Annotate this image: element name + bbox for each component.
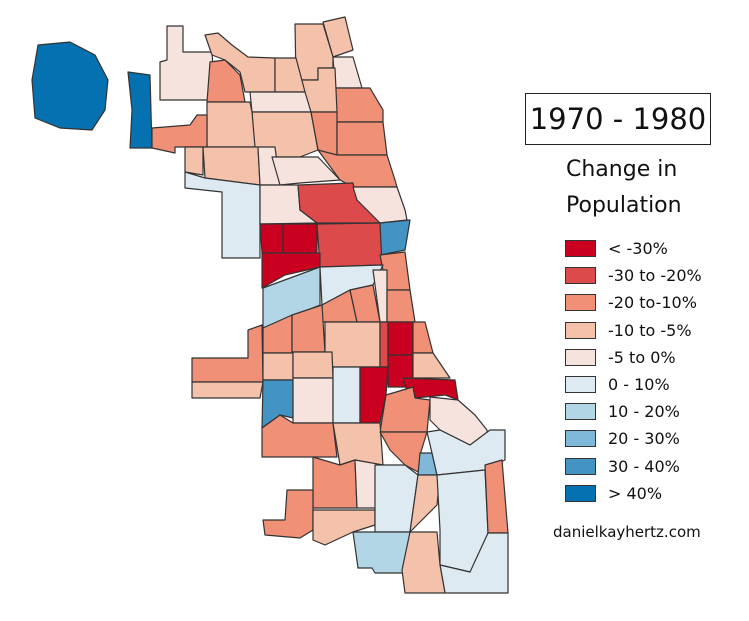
legend-item: 20 - 30% xyxy=(565,425,702,452)
community-area xyxy=(261,379,294,429)
community-area xyxy=(262,489,314,539)
legend-label: -20 to-10% xyxy=(608,293,697,313)
community-area xyxy=(206,59,246,103)
community-area xyxy=(292,377,334,424)
community-area xyxy=(261,252,321,289)
community-area xyxy=(312,456,358,509)
legend-item: -5 to 0% xyxy=(565,344,702,371)
community-area xyxy=(426,429,506,476)
community-area xyxy=(184,171,261,259)
legend-label: > 40% xyxy=(608,483,663,503)
legend-swatch xyxy=(565,267,596,285)
legend-label: -5 to 0% xyxy=(608,347,676,367)
legend-swatch xyxy=(565,294,596,312)
legend-item: -10 to -5% xyxy=(565,317,702,344)
community-area xyxy=(379,219,411,256)
legend-swatch xyxy=(565,484,596,502)
community-area xyxy=(332,366,361,424)
legend-item: < -30% xyxy=(565,235,702,262)
legend-label: -10 to -5% xyxy=(608,320,692,340)
community-area xyxy=(31,41,109,131)
community-area xyxy=(412,321,434,354)
community-area xyxy=(359,366,389,424)
community-area xyxy=(184,146,204,176)
community-area xyxy=(259,223,284,254)
legend-swatch xyxy=(565,321,596,339)
community-area xyxy=(379,321,389,368)
community-area xyxy=(316,222,383,268)
legend-item: 30 - 40% xyxy=(565,453,702,480)
community-area xyxy=(336,121,388,156)
community-area xyxy=(249,91,312,113)
community-area xyxy=(352,531,411,574)
legend-item: -20 to-10% xyxy=(565,289,702,316)
legend-swatch xyxy=(565,376,596,394)
legend-label: 0 - 10% xyxy=(608,375,670,395)
period-title-text: 1970 - 1980 xyxy=(529,102,707,136)
community-area xyxy=(332,422,384,466)
community-area xyxy=(334,87,384,123)
legend-item: 0 - 10% xyxy=(565,371,702,398)
legend-swatch xyxy=(565,348,596,366)
legend-swatch xyxy=(565,403,596,421)
legend-title-line2: Population xyxy=(566,193,682,218)
legend-swatch xyxy=(565,457,596,475)
community-area xyxy=(332,56,363,89)
legend-label: -30 to -20% xyxy=(608,266,702,286)
community-area xyxy=(386,289,416,323)
legend-swatch xyxy=(565,430,596,448)
community-area xyxy=(401,531,446,594)
community-area xyxy=(271,156,341,186)
community-area xyxy=(282,223,318,254)
legend: < -30% -30 to -20% -20 to-10% -10 to -5% -5 … xyxy=(565,235,702,507)
community-area xyxy=(387,321,414,356)
community-area xyxy=(292,351,334,379)
community-area xyxy=(324,321,381,368)
community-area xyxy=(409,474,441,533)
legend-item: 10 - 20% xyxy=(565,398,702,425)
legend-label: < -30% xyxy=(608,239,668,259)
community-area xyxy=(206,101,256,148)
community-area xyxy=(262,352,294,381)
legend-title: Change in Population xyxy=(566,152,682,224)
source-credit: danielkayhertz.com xyxy=(553,523,701,541)
legend-item: > 40% xyxy=(565,480,702,507)
legend-label: 30 - 40% xyxy=(608,456,680,476)
legend-title-line1: Change in xyxy=(566,157,678,182)
community-area xyxy=(191,324,264,383)
community-area xyxy=(262,266,321,329)
legend-item: -30 to -20% xyxy=(565,262,702,289)
community-area xyxy=(412,352,451,379)
period-title: 1970 - 1980 xyxy=(525,93,711,145)
community-area xyxy=(191,381,264,399)
legend-swatch xyxy=(565,240,596,258)
community-area xyxy=(317,149,398,188)
legend-label: 10 - 20% xyxy=(608,402,680,422)
legend-label: 20 - 30% xyxy=(608,429,680,449)
community-area xyxy=(484,459,509,534)
community-area xyxy=(127,71,153,149)
